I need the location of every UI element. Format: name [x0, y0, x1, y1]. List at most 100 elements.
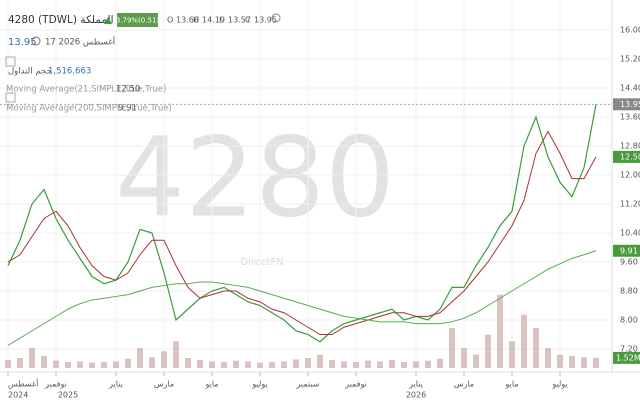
x-tick-label: يناير	[108, 380, 123, 389]
ohlc-value: 13.57	[228, 16, 251, 25]
volume-bar	[245, 361, 251, 368]
legend-value: 12.50	[116, 85, 140, 95]
volume-bar	[89, 362, 95, 368]
series-line	[7, 104, 597, 343]
volume-bar	[485, 334, 491, 368]
volume-bar	[509, 341, 515, 368]
ohlc-value: 13.60	[176, 16, 199, 25]
settings-icon[interactable]	[271, 13, 281, 23]
y-tick-label: 12.80	[620, 142, 640, 151]
x-tick-label: مايو	[204, 380, 218, 389]
y-tick-label: 8.80	[620, 287, 638, 296]
volume-bar	[269, 362, 275, 368]
y-tick-label: 12.00	[620, 171, 640, 180]
y-tick-label: 15.20	[620, 55, 640, 64]
header: 4280 (TDWL) المملكة 3.79%(0.51) 13.95 17…	[5, 13, 281, 114]
volume-value: 1,516,663	[48, 67, 91, 77]
volume-bar	[557, 354, 563, 368]
legend-label: Moving Average(200,SIMPLE,True,True)	[6, 104, 172, 114]
toggle-icon[interactable]	[5, 92, 16, 103]
volume-bar	[185, 358, 191, 368]
x-tick-label: أغسطس	[8, 379, 38, 389]
volume-bar	[257, 362, 263, 368]
ohlc-name: H	[193, 16, 199, 25]
volume-bar	[365, 360, 371, 368]
legend-label: Moving Average(21,SIMPLE,True,True)	[6, 85, 166, 95]
x-tick-label: يوليو	[551, 380, 567, 389]
volume-bar	[449, 328, 455, 368]
series-line	[7, 130, 597, 335]
y-tick-label: 7.20	[620, 345, 638, 354]
volume-bar	[305, 358, 311, 368]
volume-bar	[425, 360, 431, 368]
x-tick-label: مارس	[454, 380, 474, 389]
ohlc-value: 14.19	[202, 16, 225, 25]
volume-bar	[437, 358, 443, 368]
x-tick-label: سبتمبر	[296, 380, 320, 389]
volume-bar	[329, 360, 335, 368]
x-tick-label: يوليو	[251, 380, 267, 389]
volume-bar	[125, 358, 131, 368]
volume-bar	[101, 362, 107, 368]
volume-bar	[17, 358, 23, 368]
volume-bar	[221, 362, 227, 368]
volume-bar	[113, 361, 119, 368]
volume-box	[613, 351, 640, 364]
x-tick-label: نوفمبر	[344, 380, 367, 389]
y-tick-label: 16.00	[620, 26, 640, 35]
volume-bar	[593, 357, 599, 368]
volume-bar	[401, 362, 407, 368]
x-tick-label: مارس	[154, 380, 174, 389]
volume-bar	[413, 361, 419, 368]
value-box-label: 12.50	[620, 152, 640, 161]
volume-bar	[389, 360, 395, 368]
ohlc-name: C	[245, 16, 251, 25]
x-tick-label: يناير	[408, 380, 423, 389]
y-tick-label: 9.60	[620, 258, 638, 267]
y-tick-label: 14.40	[620, 84, 640, 93]
clock-icon	[31, 36, 41, 46]
volume-bar	[137, 348, 143, 368]
last-price: 13.95	[8, 37, 37, 48]
toggle-icon[interactable]	[5, 56, 16, 67]
ohlc-value: 13.95	[254, 16, 277, 25]
volume-bar	[497, 294, 503, 368]
volume-bar	[5, 360, 11, 368]
volume-bar	[149, 357, 155, 368]
x-year-label: 2025	[58, 391, 78, 400]
date: 17 أغسطس 2026	[45, 36, 115, 48]
volume-bar	[545, 348, 551, 368]
x-tick-label: نوفمبر	[44, 380, 67, 389]
volume-bar	[173, 341, 179, 368]
x-year-label: 2024	[8, 391, 28, 400]
volume-bar	[161, 351, 167, 368]
volume-bar	[233, 360, 239, 368]
up-arrow	[104, 17, 112, 24]
volume-bar	[29, 348, 35, 368]
volume-axis-label: 1.52M	[616, 353, 640, 362]
ohlc-name: O	[167, 16, 173, 25]
volume-bar	[65, 362, 71, 368]
volume-bar	[581, 357, 587, 368]
y-tick-label: 13.60	[620, 113, 640, 122]
y-tick-label: 10.40	[620, 229, 640, 238]
change-label: 3.79%(0.51)	[116, 17, 160, 25]
volume-bar	[77, 361, 83, 368]
x-year-label: 2026	[406, 391, 426, 400]
volume-bar	[569, 356, 575, 368]
volume-bar	[293, 359, 299, 368]
x-tick-label: مايو	[504, 380, 518, 389]
volume-bar	[197, 360, 203, 368]
value-box-label: 9.91	[620, 246, 638, 255]
volume-bar	[473, 354, 479, 368]
series-line	[7, 250, 597, 346]
change-box	[117, 13, 158, 27]
volume-name: حجم التداول	[8, 67, 52, 77]
symbol: 4280 (TDWL) المملكة	[8, 14, 114, 26]
volume-bar	[53, 360, 59, 368]
volume-bar	[533, 328, 539, 368]
volume-bar	[461, 348, 467, 368]
watermark: 4280	[115, 113, 395, 241]
volume-bar	[317, 354, 323, 368]
